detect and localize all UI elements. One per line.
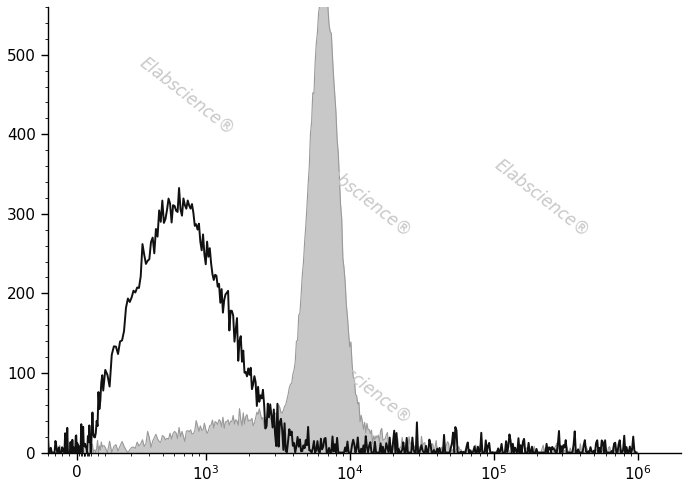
Text: Elabscience®: Elabscience® (314, 156, 416, 241)
Text: Elabscience®: Elabscience® (314, 343, 416, 428)
Text: Elabscience®: Elabscience® (491, 156, 592, 241)
Text: Elabscience®: Elabscience® (136, 53, 238, 139)
